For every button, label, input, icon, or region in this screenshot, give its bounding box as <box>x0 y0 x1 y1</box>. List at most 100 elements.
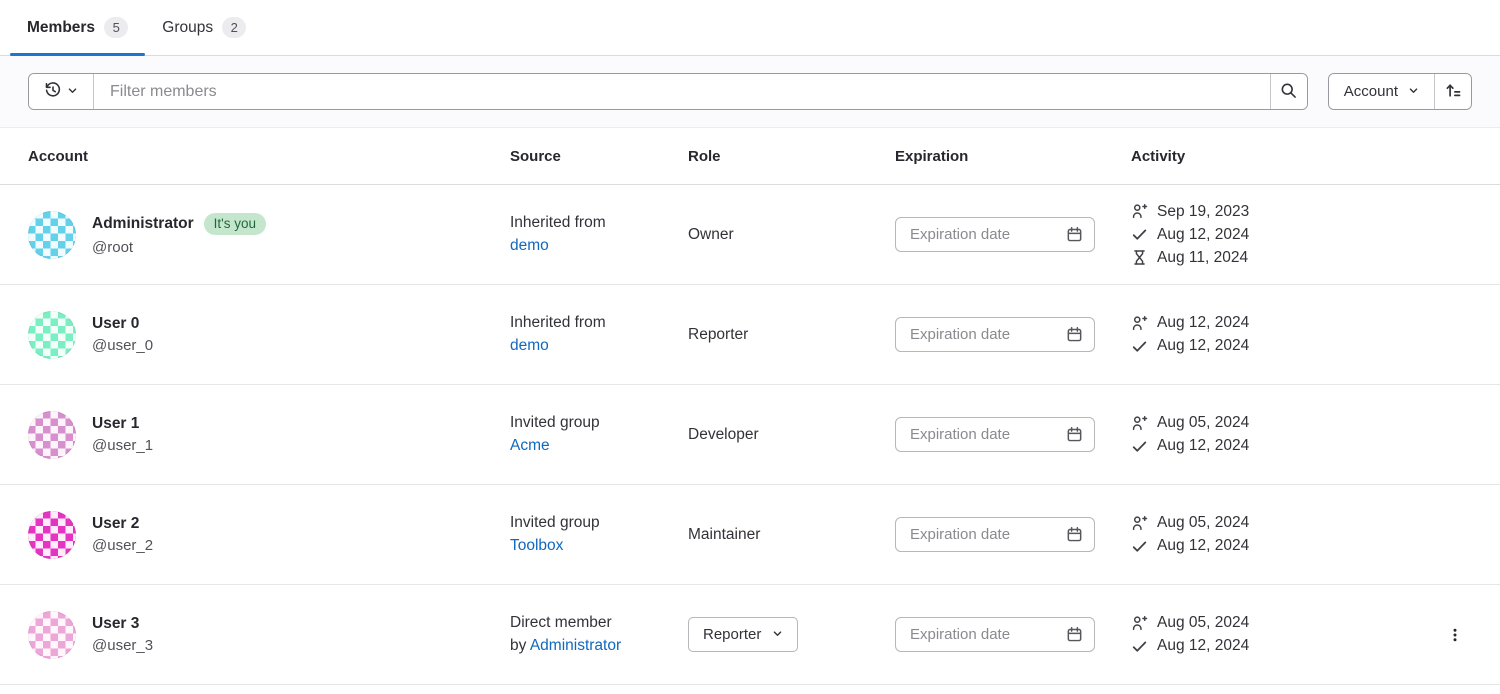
member-name[interactable]: Administrator <box>92 215 194 232</box>
expiration-date-field <box>895 317 1095 352</box>
source-cell: Inherited from demo <box>510 212 688 257</box>
role-cell: Owner <box>688 226 895 244</box>
activity-date: Aug 11, 2024 <box>1157 248 1249 266</box>
account-cell: User 3 @user_3 <box>28 610 510 659</box>
check-icon <box>1131 226 1148 243</box>
source-text: Invited group <box>510 514 600 532</box>
activity-cell: Aug 05, 2024 Aug 12, 2024 <box>1131 414 1371 455</box>
calendar-icon[interactable] <box>1066 326 1083 343</box>
activity-date: Sep 19, 2023 <box>1157 202 1250 220</box>
search-history-button[interactable] <box>29 74 94 109</box>
sort-field-dropdown[interactable]: Account <box>1328 74 1435 109</box>
member-role: Maintainer <box>688 525 761 543</box>
expiration-date-field <box>895 517 1095 552</box>
column-header-expiration: Expiration <box>895 147 969 165</box>
column-header-source: Source <box>510 147 561 165</box>
account-cell: Administrator It's you @root <box>28 210 510 259</box>
source-link[interactable]: Toolbox <box>510 536 564 554</box>
avatar[interactable] <box>28 510 76 559</box>
source-prefix: by <box>510 636 530 654</box>
expiration-date-field <box>895 417 1095 452</box>
filter-members-input[interactable] <box>94 74 1270 109</box>
chevron-down-icon <box>67 84 78 99</box>
calendar-icon[interactable] <box>1066 426 1083 443</box>
member-username: @root <box>92 238 134 256</box>
check-icon <box>1131 638 1148 655</box>
search-button[interactable] <box>1269 74 1307 109</box>
avatar[interactable] <box>28 310 76 359</box>
expiration-date-field <box>895 617 1095 652</box>
calendar-icon[interactable] <box>1066 626 1083 643</box>
source-link[interactable]: Administrator <box>529 636 622 654</box>
expiration-date-input[interactable] <box>908 425 1058 444</box>
member-name[interactable]: User 3 <box>92 615 140 632</box>
activity-date: Aug 12, 2024 <box>1157 637 1250 654</box>
source-text: Inherited from <box>510 214 606 232</box>
member-name[interactable]: User 0 <box>92 315 140 332</box>
source-link[interactable]: demo <box>510 236 549 254</box>
member-username: @user_0 <box>92 337 154 354</box>
avatar[interactable] <box>28 210 76 259</box>
user-plus-icon <box>1131 415 1148 432</box>
chevron-down-icon <box>1408 83 1419 100</box>
activity-item: Aug 05, 2024 <box>1131 414 1371 432</box>
member-name[interactable]: User 2 <box>92 515 140 532</box>
tabs-bar: Members 5 Groups 2 <box>0 0 1500 56</box>
activity-item: Aug 05, 2024 <box>1131 614 1371 632</box>
expiration-date-input[interactable] <box>908 325 1058 344</box>
filter-bar: Account <box>0 56 1500 128</box>
activity-item: Aug 05, 2024 <box>1131 514 1371 532</box>
check-icon <box>1131 338 1148 355</box>
history-icon <box>44 81 62 102</box>
expiration-date-input[interactable] <box>908 525 1058 544</box>
calendar-icon[interactable] <box>1066 226 1083 243</box>
tab-groups-count-badge: 2 <box>222 17 247 38</box>
table-header-row: Account Source Role Expiration Activity <box>0 128 1500 185</box>
activity-date: Aug 12, 2024 <box>1157 337 1250 354</box>
filtered-search-group <box>28 73 1308 110</box>
members-table: Account Source Role Expiration Activity … <box>0 128 1500 685</box>
role-cell: Reporter <box>688 617 895 652</box>
check-icon <box>1131 438 1148 455</box>
avatar[interactable] <box>28 410 76 459</box>
member-username: @user_3 <box>92 637 154 654</box>
tab-members[interactable]: Members 5 <box>10 0 146 56</box>
role-cell: Maintainer <box>688 526 895 544</box>
avatar[interactable] <box>28 610 76 659</box>
activity-item: Aug 12, 2024 <box>1131 537 1371 555</box>
member-role: Developer <box>688 425 759 443</box>
member-role: Owner <box>688 225 734 243</box>
account-cell: User 2 @user_2 <box>28 510 510 559</box>
activity-cell: Aug 05, 2024 Aug 12, 2024 <box>1131 614 1371 655</box>
calendar-icon[interactable] <box>1066 526 1083 543</box>
source-cell: Invited group Acme <box>510 412 688 457</box>
activity-item: Aug 12, 2024 <box>1131 637 1371 655</box>
sort-controls: Account <box>1327 73 1472 110</box>
kebab-menu-button[interactable] <box>1438 618 1472 652</box>
search-icon <box>1280 82 1297 102</box>
expiration-date-input[interactable] <box>908 225 1058 244</box>
member-identity: User 2 @user_2 <box>92 515 153 554</box>
expiration-cell <box>895 217 1131 252</box>
member-identity: User 3 @user_3 <box>92 615 153 654</box>
member-name[interactable]: User 1 <box>92 415 140 432</box>
source-link[interactable]: demo <box>510 336 549 354</box>
source-cell: Direct member by Administrator <box>510 612 688 657</box>
activity-cell: Sep 19, 2023 Aug 12, 2024 Aug 11, 2024 <box>1131 203 1371 267</box>
member-username: @user_1 <box>92 437 154 454</box>
role-dropdown[interactable]: Reporter <box>688 617 799 652</box>
activity-date: Aug 05, 2024 <box>1157 614 1250 631</box>
tab-groups[interactable]: Groups 2 <box>145 0 263 55</box>
activity-date: Aug 05, 2024 <box>1157 414 1250 431</box>
source-text: Direct member <box>510 614 612 632</box>
user-plus-icon <box>1131 515 1148 532</box>
column-header-activity: Activity <box>1131 147 1186 165</box>
sort-direction-button[interactable] <box>1435 74 1471 109</box>
tab-groups-label: Groups <box>162 18 214 36</box>
source-link[interactable]: Acme <box>510 436 550 454</box>
source-text: Inherited from <box>510 314 606 332</box>
expiration-date-input[interactable] <box>908 625 1058 644</box>
source-cell: Inherited from demo <box>510 312 688 357</box>
table-row: User 3 @user_3 Direct member by Administ… <box>0 585 1500 685</box>
role-cell: Developer <box>688 426 895 444</box>
